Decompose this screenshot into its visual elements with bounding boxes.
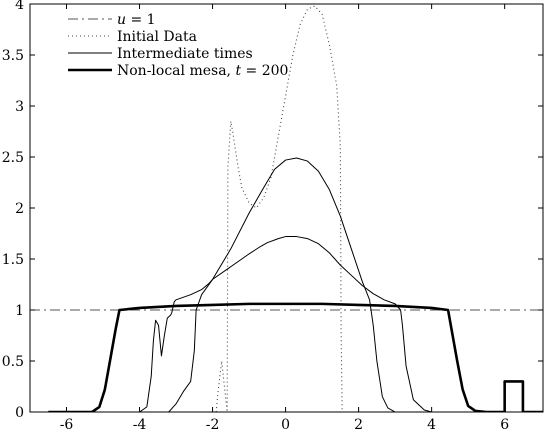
series-line-5 <box>48 302 543 412</box>
y-tick-label: 0 <box>15 405 24 421</box>
x-tick-label: -6 <box>60 417 74 433</box>
legend-label-4: Non-local mesa, t = 200 <box>117 63 288 79</box>
y-tick-label: 0.5 <box>2 354 24 370</box>
x-tick-label: -2 <box>206 417 220 433</box>
series-layer <box>30 5 543 412</box>
y-tick-label: 1.5 <box>2 252 24 268</box>
legend-label-3: Intermediate times <box>117 46 253 62</box>
x-tick-label: 2 <box>354 417 363 433</box>
x-tick-label: 4 <box>427 417 436 433</box>
series-line-3 <box>48 236 450 412</box>
y-tick-label: 2 <box>15 201 24 217</box>
y-tick-label: 4 <box>15 0 24 13</box>
x-tick-label: 0 <box>281 417 290 433</box>
legend-label-2: Initial Data <box>117 29 197 45</box>
legend-label-1: u = 1 <box>117 12 156 28</box>
y-tick-label: 3.5 <box>2 48 24 64</box>
y-tick-label: 1 <box>15 303 24 319</box>
series-line-4 <box>48 157 450 412</box>
y-tick-label: 2.5 <box>2 150 24 166</box>
x-tick-label: -4 <box>133 417 147 433</box>
x-tick-label: 6 <box>500 417 509 433</box>
y-tick-label: 3 <box>15 99 24 115</box>
